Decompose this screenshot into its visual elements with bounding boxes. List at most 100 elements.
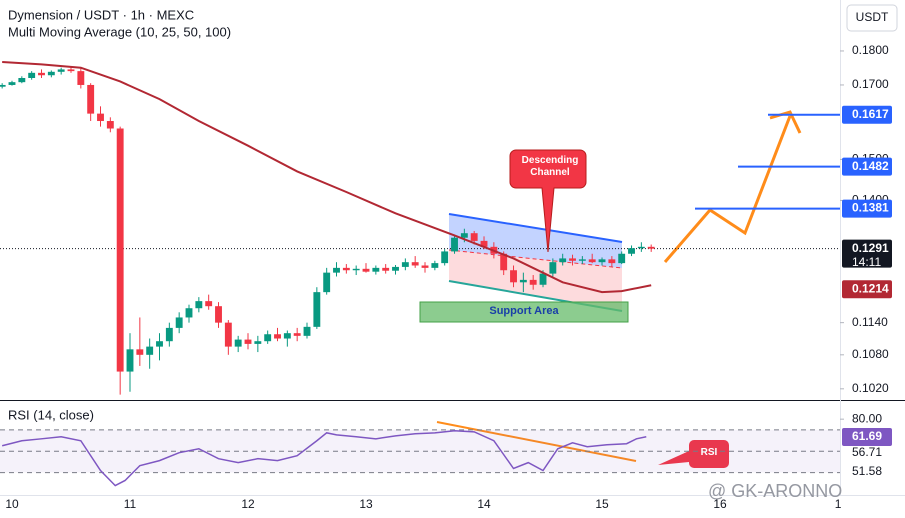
- x-tick-label: 12: [241, 497, 255, 511]
- level-label-box: [842, 157, 892, 176]
- rsi-marker-label: 51.58: [852, 464, 882, 478]
- candle-body: [0, 84, 6, 87]
- candle-body: [77, 71, 85, 85]
- candle-body: [421, 265, 429, 268]
- candle-body: [67, 69, 75, 72]
- rsi-current: 61.69: [852, 429, 882, 443]
- candle-body: [126, 349, 134, 372]
- candle-body: [47, 71, 55, 76]
- x-tick-label: 1: [835, 497, 842, 511]
- level-label: 0.1482: [852, 159, 889, 173]
- channel-mid: [448, 249, 623, 269]
- candle-body: [637, 246, 645, 249]
- chart-title: Dymension / USDT · 1h · MEXC: [8, 7, 194, 22]
- moving-average: [2, 60, 652, 294]
- y-tick-label: 0.1800: [852, 43, 889, 57]
- rsi-callout-text: RSI: [700, 447, 718, 458]
- ma-value-label: 0.1214: [852, 281, 889, 295]
- candle-body: [598, 259, 606, 263]
- arrow-head: [769, 110, 802, 134]
- candle-body: [401, 262, 409, 267]
- candle-body: [28, 72, 36, 79]
- level-label-box: [842, 199, 892, 218]
- candle-body: [549, 262, 557, 274]
- candle-body: [539, 273, 547, 285]
- candle-body: [460, 233, 468, 238]
- candle-body: [441, 251, 449, 264]
- candle-body: [136, 349, 144, 355]
- y-tick-label: 0.1020: [852, 381, 889, 395]
- candle-body: [146, 346, 154, 355]
- candle-body: [18, 78, 26, 83]
- candle-body: [156, 341, 163, 347]
- candle-body: [274, 334, 281, 339]
- candle-body: [175, 317, 183, 328]
- ma-value-box: [842, 280, 892, 299]
- support-label: Support Area: [489, 305, 559, 317]
- candle-body: [362, 268, 370, 272]
- candle-body: [293, 333, 301, 336]
- rsi-line: [1, 430, 647, 487]
- currency[interactable]: USDT: [856, 10, 889, 24]
- candle-body: [283, 333, 291, 339]
- candle-body: [342, 267, 350, 271]
- candle-body: [588, 259, 596, 263]
- x-tick-label: 14: [477, 497, 491, 511]
- rsi-title: RSI (14, close): [8, 407, 94, 422]
- candle-body: [628, 248, 635, 254]
- last-price-label: 0.1291: [852, 241, 889, 255]
- candle-body: [392, 266, 399, 271]
- callout-text: Descending Channel: [521, 155, 579, 178]
- projection-arrow: [663, 115, 792, 263]
- candle-body: [451, 237, 458, 252]
- candle-body: [224, 322, 232, 347]
- indicator-label: Multi Moving Average (10, 25, 50, 100): [8, 24, 231, 39]
- candle-body: [244, 339, 252, 344]
- candle-body: [313, 292, 321, 327]
- candle-body: [106, 121, 114, 129]
- candle-body: [234, 339, 242, 347]
- rsi-trendline: [436, 421, 637, 462]
- candle-body: [8, 82, 16, 85]
- candle-body: [303, 326, 311, 336]
- candle-body: [333, 267, 340, 273]
- candle-body: [480, 240, 488, 247]
- candle-body: [97, 113, 104, 122]
- rsi-marker-label: 56.71: [852, 445, 882, 459]
- currency-button[interactable]: [846, 4, 898, 32]
- x-tick-label: 10: [5, 497, 19, 511]
- level-label-box: [842, 105, 892, 124]
- level-label: 0.1381: [852, 201, 889, 215]
- candle-body: [372, 267, 380, 272]
- y-tick-label: 80.00: [852, 411, 882, 425]
- candle-body: [569, 258, 576, 261]
- candle-body: [57, 69, 65, 72]
- candle-body: [578, 259, 586, 261]
- candle-body: [165, 327, 173, 342]
- candle-body: [205, 301, 213, 307]
- candle-body: [470, 233, 478, 241]
- countdown: 14:11: [852, 255, 881, 269]
- candle-body: [264, 334, 272, 342]
- candle-body: [87, 84, 95, 114]
- y-tick-label: 0.1700: [852, 77, 889, 91]
- y-tick-label: 0.1140: [852, 315, 888, 329]
- x-tick-label: 16: [713, 497, 727, 511]
- candle-body: [116, 128, 124, 372]
- candle-body: [500, 253, 508, 271]
- candle-body: [431, 263, 439, 268]
- channel-callout: [509, 149, 587, 253]
- level-label: 0.1617: [852, 107, 889, 121]
- candle-body: [559, 258, 567, 263]
- candle-body: [185, 308, 193, 318]
- channel-top: [448, 213, 623, 243]
- candle-body: [382, 267, 390, 271]
- x-tick-label: 11: [124, 497, 137, 511]
- y-tick-label: 0.1080: [852, 347, 889, 361]
- candle-body: [510, 270, 517, 283]
- candle-body: [195, 301, 203, 309]
- candle-body: [529, 279, 537, 285]
- candle-body: [215, 306, 222, 323]
